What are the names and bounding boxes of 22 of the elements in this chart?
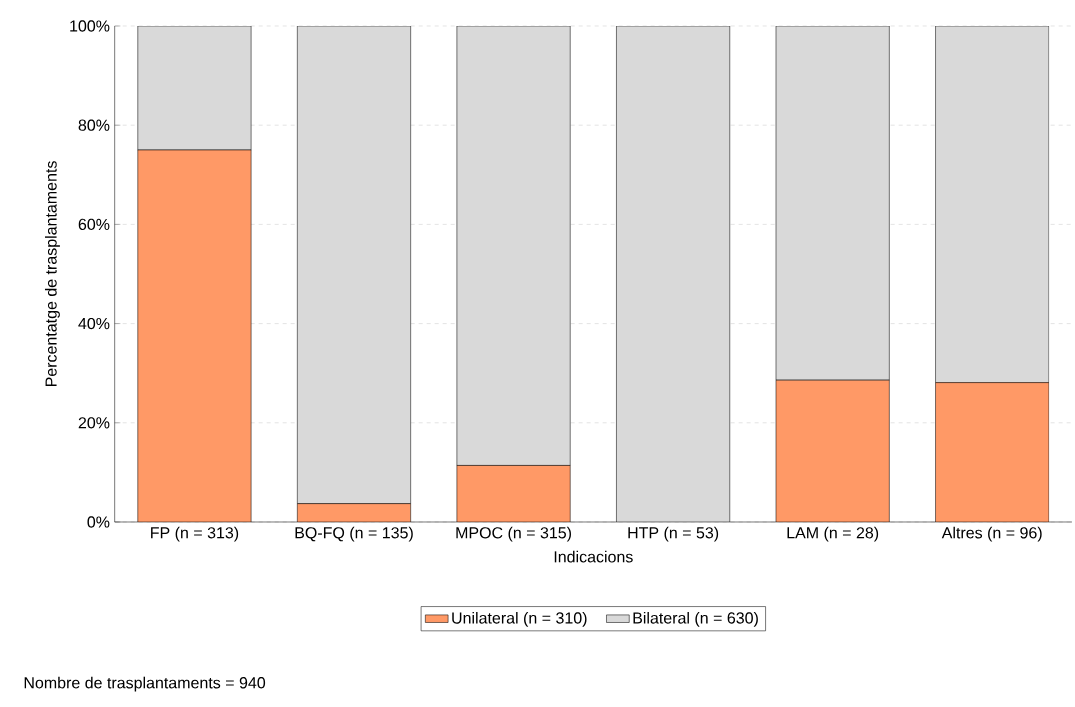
y-tick-label: 80% — [78, 119, 110, 131]
y-axis-title: Percentatge de trasplantaments — [44, 161, 60, 387]
text: Nombre de trasplantaments = 940 — [24, 676, 266, 692]
bar — [456, 465, 571, 522]
x-tick-label: BQ-FQ (n = 135) — [295, 526, 413, 542]
x-tick-label: LAM (n = 28) — [787, 526, 879, 542]
bar — [297, 503, 411, 522]
bar — [776, 380, 890, 522]
x-tick-label: FP (n = 313) — [151, 526, 239, 542]
legend-label: Unilateral (n = 310) — [452, 611, 587, 627]
y-tick-label: 40% — [78, 317, 110, 330]
y-tick-label: 60% — [78, 218, 110, 231]
bar — [935, 382, 1050, 522]
y-tick-label: 20% — [78, 417, 110, 429]
legend-label: Bilateral (n = 630) — [633, 611, 758, 627]
x-tick-label: Altres (n = 96) — [941, 526, 1042, 542]
x-tick-label: HTP (n = 53) — [628, 526, 719, 542]
x-axis-title: Indicacions — [554, 550, 633, 563]
bar — [137, 149, 252, 522]
y-tick-label: 100% — [70, 20, 110, 32]
x-tick-label: MPOC (n = 315) — [456, 526, 571, 542]
y-tick-label: 0% — [87, 516, 110, 528]
